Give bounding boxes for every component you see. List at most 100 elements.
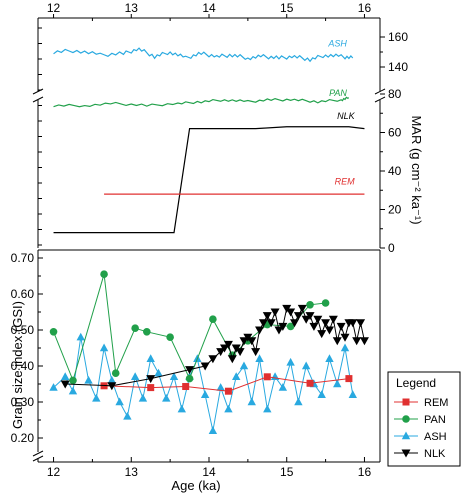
data-point-ash bbox=[239, 361, 249, 370]
data-point-nlk bbox=[270, 308, 280, 317]
upper-series-line-nlk bbox=[53, 126, 365, 234]
data-point-ash bbox=[123, 411, 132, 420]
data-point-nlk bbox=[297, 304, 307, 313]
upper-right-tick-label: 80 bbox=[388, 87, 402, 101]
top-x-tick-label: 12 bbox=[47, 1, 61, 15]
legend-label-ash: ASH bbox=[424, 431, 447, 443]
data-point-nlk bbox=[317, 330, 327, 339]
data-point-ash bbox=[107, 375, 117, 384]
upper-series-label-pan: PAN bbox=[329, 88, 347, 98]
data-point-ash bbox=[224, 404, 233, 413]
legend-marker-ash bbox=[401, 431, 411, 440]
data-point-rem bbox=[224, 387, 232, 395]
data-point-nlk bbox=[359, 337, 369, 346]
upper-right-tick-label: 160 bbox=[388, 30, 408, 44]
data-point-nlk bbox=[223, 340, 233, 349]
data-point-ash bbox=[247, 397, 256, 406]
data-point-ash bbox=[286, 357, 295, 366]
data-point-pan bbox=[209, 315, 217, 324]
data-point-nlk bbox=[328, 315, 338, 324]
data-point-nlk bbox=[313, 315, 323, 324]
lower-y-tick-label: 0.50 bbox=[11, 323, 35, 337]
upper-series-label-nlk: NLK bbox=[337, 111, 356, 121]
data-point-ash bbox=[208, 426, 218, 434]
data-point-nlk bbox=[251, 348, 261, 357]
lower-y-tick-label: 0.20 bbox=[11, 431, 35, 445]
upper-panel-series bbox=[53, 47, 365, 234]
data-point-pan bbox=[166, 333, 174, 342]
legend-label-pan: PAN bbox=[424, 414, 446, 426]
data-point-nlk bbox=[220, 344, 230, 353]
upper-series-label-ash: ASH bbox=[327, 39, 347, 49]
data-point-ash bbox=[301, 361, 311, 370]
data-point-ash bbox=[200, 390, 210, 398]
data-point-ash bbox=[68, 386, 78, 395]
data-point-nlk bbox=[235, 348, 245, 357]
lower-x-tick-label: 15 bbox=[280, 465, 294, 479]
upper-right-tick-label: 0 bbox=[388, 241, 395, 255]
axis-break-mark-right-a bbox=[374, 88, 386, 95]
data-point-nlk bbox=[301, 315, 311, 324]
data-point-nlk bbox=[309, 322, 319, 331]
lower-y-tick-label: 0.30 bbox=[11, 395, 35, 409]
upper-series-line-ash bbox=[53, 47, 354, 63]
data-point-ash bbox=[333, 379, 342, 388]
data-point-nlk bbox=[266, 319, 276, 328]
lower-axis-break-b bbox=[32, 455, 44, 462]
upper-panel-frame: 12 13 14 15 16 160 140 80 60 40 20 0 bbox=[32, 1, 408, 255]
data-point-pan bbox=[185, 374, 194, 383]
data-point-nlk bbox=[336, 322, 346, 331]
data-point-pan bbox=[143, 328, 151, 336]
legend-label-nlk: NLK bbox=[424, 448, 446, 460]
axis-break-mark-left-b bbox=[32, 96, 44, 103]
data-point-ash bbox=[146, 354, 155, 362]
data-point-ash bbox=[92, 393, 101, 402]
data-point-rem bbox=[182, 383, 190, 391]
data-point-nlk bbox=[274, 326, 284, 335]
data-point-nlk bbox=[321, 319, 331, 328]
data-point-ash bbox=[325, 354, 334, 362]
data-point-ash bbox=[154, 368, 163, 377]
data-point-nlk bbox=[278, 322, 288, 331]
data-point-ash bbox=[216, 383, 225, 391]
data-point-nlk bbox=[340, 333, 350, 342]
data-point-ash bbox=[255, 354, 264, 362]
data-point-pan bbox=[131, 324, 139, 333]
data-point-pan bbox=[321, 299, 330, 307]
lower-x-tick-label: 14 bbox=[202, 465, 216, 479]
upper-right-tick-label: 20 bbox=[388, 203, 402, 217]
upper-series-line-pan bbox=[53, 96, 350, 108]
data-point-ash bbox=[340, 343, 350, 352]
data-point-rem bbox=[147, 384, 155, 392]
data-point-nlk bbox=[352, 337, 362, 346]
data-point-nlk bbox=[107, 382, 117, 391]
data-point-nlk bbox=[293, 312, 303, 321]
lower-y-tick-label: 0.70 bbox=[11, 251, 35, 265]
data-point-ash bbox=[138, 393, 148, 402]
data-point-pan bbox=[306, 301, 314, 309]
data-point-nlk bbox=[208, 355, 218, 364]
upper-right-tick-label: 60 bbox=[388, 126, 402, 140]
top-x-tick-label: 13 bbox=[125, 1, 139, 15]
data-point-ash bbox=[177, 404, 186, 413]
data-point-nlk bbox=[286, 308, 296, 317]
data-point-pan bbox=[111, 369, 120, 378]
lower-panel-series bbox=[49, 270, 369, 434]
data-point-ash bbox=[317, 390, 326, 398]
lower-y-axis-label: Grain size index (GSI) bbox=[10, 301, 25, 429]
data-point-ash bbox=[115, 397, 124, 406]
data-point-rem bbox=[345, 375, 353, 383]
legend-marker-nlk bbox=[401, 449, 411, 458]
upper-right-tick-label: 140 bbox=[388, 60, 408, 74]
upper-right-tick-label: 40 bbox=[388, 164, 402, 178]
upper-panel-series-labels: ASH PAN NLK REM bbox=[327, 39, 355, 187]
data-point-ash bbox=[49, 383, 58, 391]
lower-series-nlk bbox=[60, 304, 369, 391]
data-point-ash bbox=[348, 390, 357, 398]
upper-y-axis-label: MAR (g cm⁻² ka⁻¹) bbox=[409, 115, 424, 224]
top-x-tick-label: 15 bbox=[280, 1, 294, 15]
lower-y-tick-label: 0.60 bbox=[11, 287, 35, 301]
data-point-ash bbox=[162, 393, 171, 402]
data-point-nlk bbox=[216, 348, 226, 357]
top-x-tick-label: 16 bbox=[358, 1, 372, 15]
